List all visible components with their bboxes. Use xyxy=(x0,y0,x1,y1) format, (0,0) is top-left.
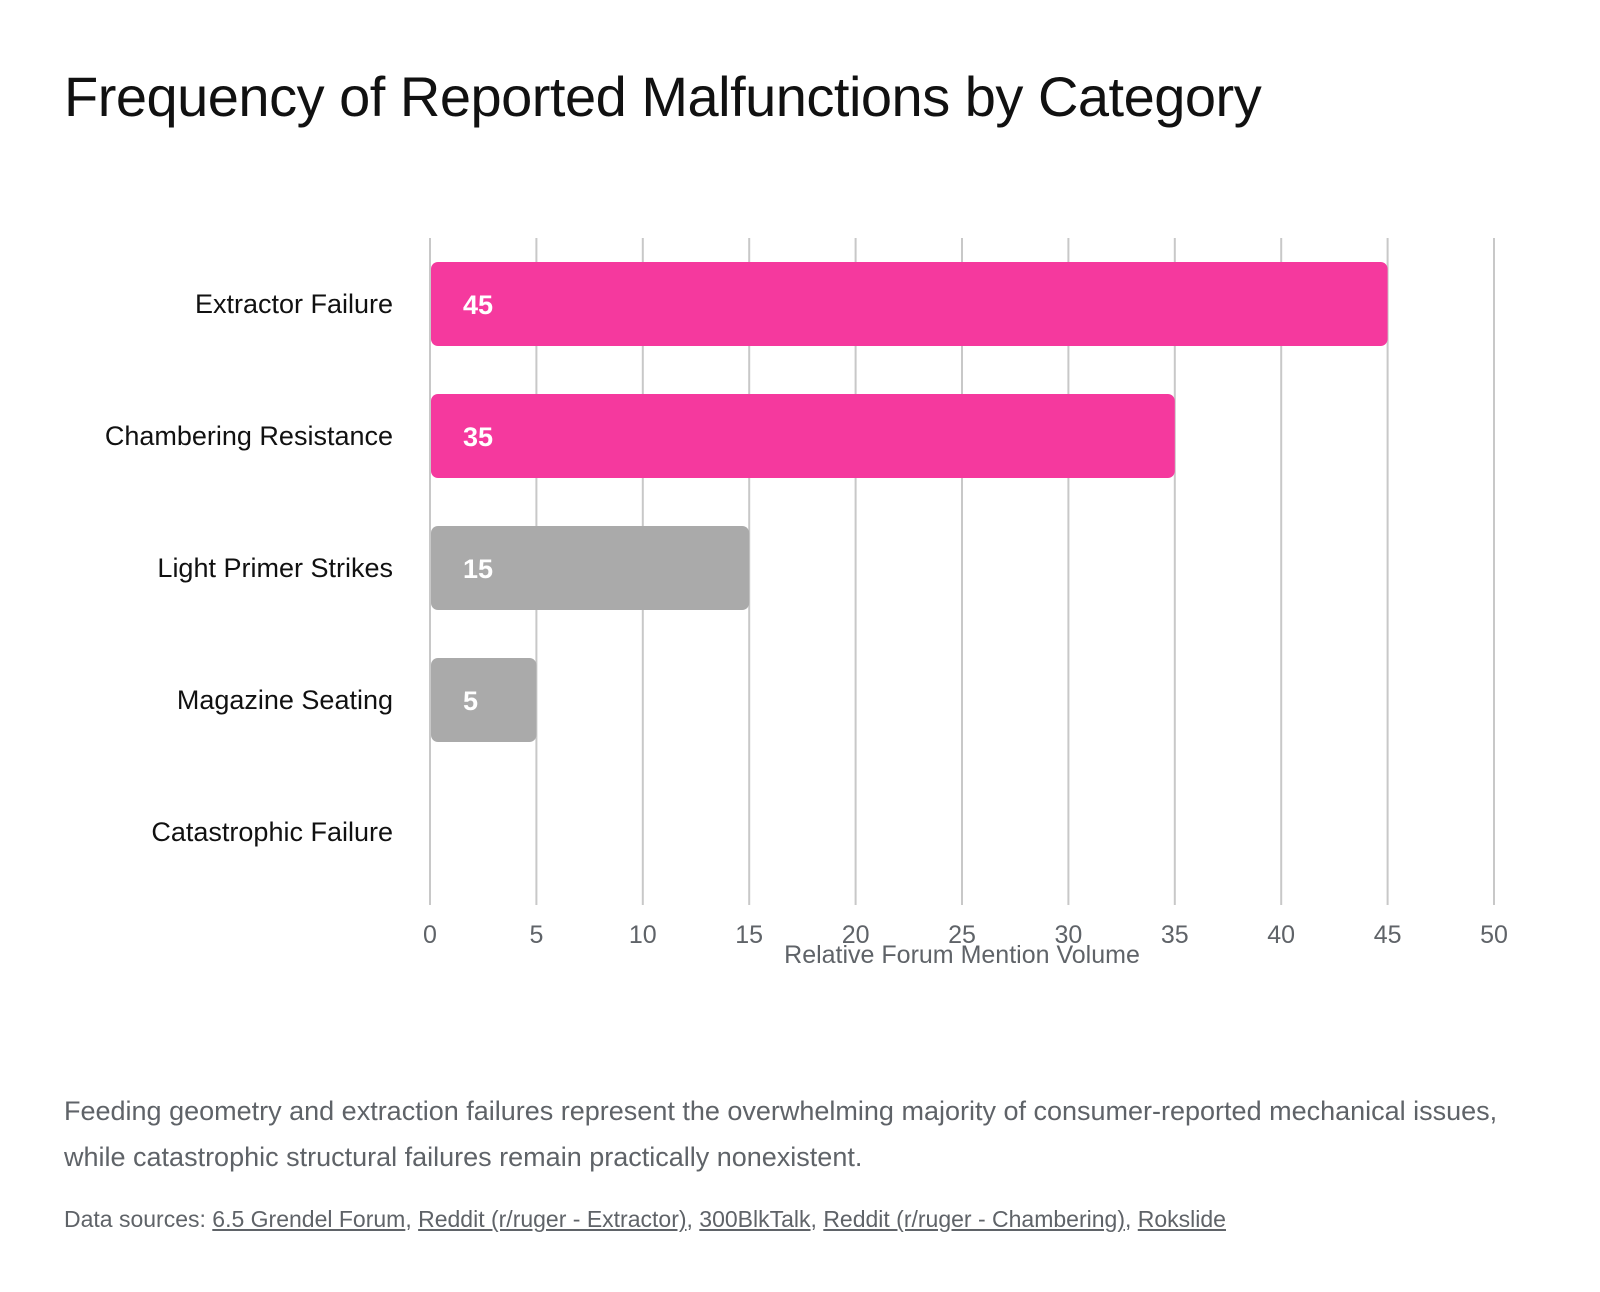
sources-label: Data sources: xyxy=(64,1206,206,1232)
x-tick-label: 0 xyxy=(423,921,437,949)
source-link-rokslide[interactable]: Rokslide xyxy=(1137,1206,1226,1232)
category-label: Extractor Failure xyxy=(195,289,393,319)
category-label: Magazine Seating xyxy=(177,685,393,715)
category-label: Catastrophic Failure xyxy=(151,817,393,847)
chart-caption: Feeding geometry and extraction failures… xyxy=(64,1096,1498,1172)
x-tick-label: 10 xyxy=(629,921,657,949)
data-sources: Data sources: 6.5 Grendel Forum, Reddit … xyxy=(64,1206,1226,1232)
x-tick-label: 25 xyxy=(948,921,976,949)
x-tick-label: 20 xyxy=(842,921,870,949)
x-tick-label: 50 xyxy=(1480,921,1508,949)
x-tick-label: 30 xyxy=(1054,921,1082,949)
bar xyxy=(431,658,537,742)
x-tick-label: 45 xyxy=(1374,921,1402,949)
bar-chart: 45 35 15 5 Extractor Failure Chambering Resi… xyxy=(105,238,1508,969)
bar xyxy=(431,262,1388,346)
bars: 45 35 15 5 xyxy=(431,262,1388,742)
x-tick-label: 15 xyxy=(735,921,763,949)
category-labels: Extractor Failure Chambering Resistance Li… xyxy=(105,289,393,847)
chart-title: Frequency of Reported Malfunctions by Ca… xyxy=(64,65,1262,128)
bar-value-label: 15 xyxy=(463,554,493,584)
bar xyxy=(431,394,1175,478)
x-tick-label: 5 xyxy=(529,921,543,949)
category-label: Light Primer Strikes xyxy=(157,553,393,583)
bar-value-label: 5 xyxy=(463,686,478,716)
bar-value-label: 45 xyxy=(463,290,493,320)
bar xyxy=(431,526,750,610)
category-label: Chambering Resistance xyxy=(105,421,393,451)
source-link-300blktalk[interactable]: 300BlkTalk xyxy=(699,1206,811,1232)
source-link-reddit-extractor[interactable]: Reddit (r/ruger - Extractor) xyxy=(418,1206,687,1232)
x-tick-label: 35 xyxy=(1161,921,1189,949)
source-link-reddit-chambering[interactable]: Reddit (r/ruger - Chambering) xyxy=(823,1206,1125,1232)
x-tick-labels: 0 5 10 15 20 25 30 35 40 45 50 xyxy=(423,921,1508,949)
x-tick-label: 40 xyxy=(1267,921,1295,949)
source-link-grendel-forum[interactable]: 6.5 Grendel Forum xyxy=(212,1206,406,1232)
bar-value-label: 35 xyxy=(463,422,493,452)
gridlines xyxy=(429,238,1495,905)
x-axis-title: Relative Forum Mention Volume xyxy=(784,941,1140,969)
